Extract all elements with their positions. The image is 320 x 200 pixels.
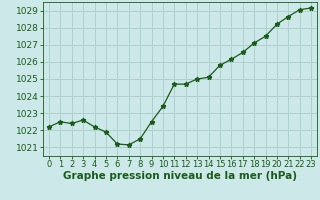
X-axis label: Graphe pression niveau de la mer (hPa): Graphe pression niveau de la mer (hPa) — [63, 171, 297, 181]
